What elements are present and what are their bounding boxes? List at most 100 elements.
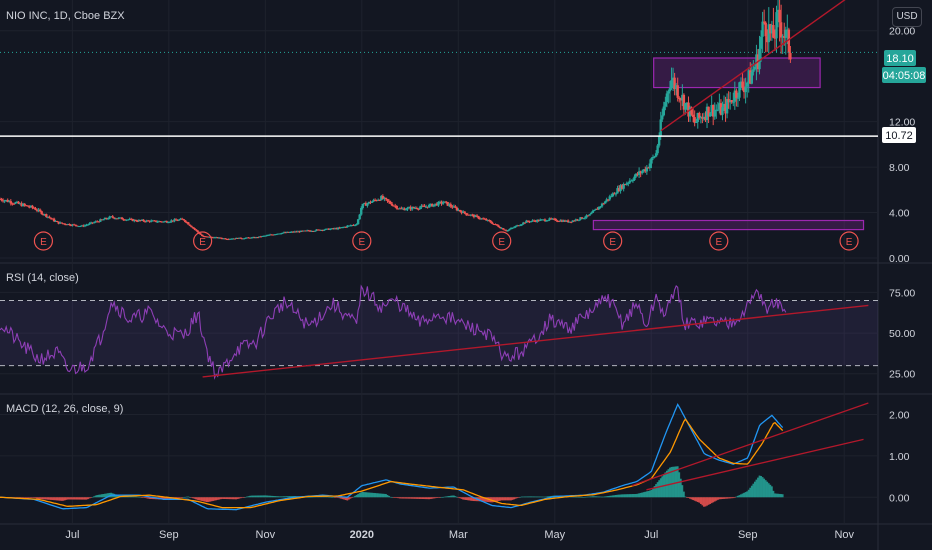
macd-histogram-bar bbox=[506, 497, 509, 501]
candle-body bbox=[125, 219, 128, 221]
candle-body bbox=[698, 112, 701, 118]
macd-histogram-bar bbox=[29, 497, 32, 498]
currency-button[interactable]: USD bbox=[892, 7, 922, 27]
macd-histogram-bar bbox=[752, 483, 755, 498]
candle-body bbox=[338, 227, 341, 229]
macd-trendline-segment bbox=[631, 402, 869, 487]
macd-histogram-bar bbox=[619, 494, 622, 498]
candle-body bbox=[139, 220, 142, 222]
macd-histogram-bar bbox=[704, 497, 707, 507]
candle-body bbox=[207, 236, 210, 238]
candle-body bbox=[492, 223, 496, 225]
candle-body bbox=[123, 219, 127, 221]
macd-histogram-bar bbox=[585, 496, 588, 498]
candle-body bbox=[474, 215, 477, 218]
macd-histogram-bar bbox=[459, 497, 461, 499]
x-tick-label: Nov bbox=[256, 529, 276, 541]
macd-histogram-bar bbox=[145, 497, 148, 499]
macd-histogram-bar bbox=[246, 496, 248, 498]
candle-body bbox=[730, 100, 733, 103]
macd-histogram-bar bbox=[713, 497, 716, 502]
candle-body bbox=[738, 82, 741, 98]
candle-body bbox=[691, 114, 695, 118]
candle-body bbox=[60, 222, 63, 224]
macd-histogram-bar bbox=[435, 497, 438, 498]
candle-body bbox=[776, 9, 780, 13]
macd-histogram-bar bbox=[366, 492, 369, 498]
macd-histogram-bar bbox=[770, 486, 773, 498]
candle-body bbox=[437, 201, 440, 206]
macd-histogram-bar bbox=[605, 496, 608, 498]
candle-body bbox=[750, 71, 753, 84]
candle-body bbox=[701, 117, 704, 119]
y-tick-label: 2.00 bbox=[889, 410, 910, 422]
candle-body bbox=[702, 116, 706, 119]
candle-body bbox=[276, 233, 280, 235]
candle-body bbox=[310, 231, 314, 233]
macd-histogram-bar bbox=[741, 493, 744, 498]
macd-histogram-bar bbox=[733, 497, 736, 498]
candle-body bbox=[216, 237, 219, 239]
candle-body bbox=[341, 227, 344, 229]
macd-histogram-bar bbox=[774, 493, 776, 498]
candle-body bbox=[594, 208, 598, 211]
macd-histogram-bar bbox=[440, 497, 443, 498]
candle-body bbox=[502, 228, 505, 230]
candle-body bbox=[528, 221, 531, 223]
macd-histogram-bar bbox=[80, 497, 83, 500]
macd-histogram-bar bbox=[371, 492, 373, 498]
candle-body bbox=[506, 230, 510, 232]
macd-histogram-bar bbox=[649, 490, 651, 498]
candle-body bbox=[679, 99, 682, 101]
candle-body bbox=[415, 207, 419, 209]
candle-body bbox=[137, 220, 141, 222]
macd-histogram-bar bbox=[380, 493, 383, 498]
candle-body bbox=[20, 203, 23, 207]
macd-histogram-bar bbox=[613, 495, 616, 498]
macd-histogram-bar bbox=[358, 493, 361, 498]
macd-histogram-bar bbox=[675, 466, 678, 498]
macd-histogram-bar bbox=[176, 497, 179, 498]
macd-histogram-bar bbox=[263, 495, 265, 498]
candle-body bbox=[190, 225, 193, 228]
macd-histogram-bar bbox=[423, 497, 426, 500]
macd-histogram-bar bbox=[516, 497, 519, 499]
macd-title: MACD (12, 26, close, 9) bbox=[6, 403, 123, 415]
macd-pane[interactable]: 2.00 1.00 0.00 bbox=[0, 402, 910, 511]
macd-histogram-bar bbox=[493, 497, 495, 503]
macd-histogram-bar bbox=[133, 496, 136, 498]
candle-body bbox=[426, 206, 429, 208]
candle-body bbox=[392, 205, 395, 207]
candle-body bbox=[543, 219, 547, 221]
macd-histogram-bar bbox=[422, 497, 424, 500]
macd-histogram-bar bbox=[686, 497, 688, 498]
macd-histogram-bar bbox=[456, 496, 458, 498]
macd-histogram-bar bbox=[351, 497, 353, 498]
candle-body bbox=[491, 222, 494, 224]
candle-body bbox=[566, 220, 570, 223]
macd-histogram-bar bbox=[647, 490, 650, 498]
candle-body bbox=[162, 221, 165, 223]
candle-body bbox=[312, 231, 315, 233]
candle-body bbox=[8, 201, 11, 203]
macd-histogram-bar bbox=[222, 497, 225, 499]
candle-body bbox=[662, 106, 666, 116]
macd-histogram-bar bbox=[658, 480, 661, 498]
macd-histogram-bar bbox=[429, 497, 432, 499]
candle-body bbox=[432, 204, 435, 207]
candle-body bbox=[128, 218, 131, 220]
macd-histogram-bar bbox=[400, 497, 403, 499]
rsi-pane[interactable]: 75.00 50.00 25.00 bbox=[0, 284, 915, 381]
candle-body bbox=[268, 234, 272, 236]
candle-body bbox=[630, 180, 633, 182]
price-pane[interactable]: E E E E E E E 20.00 12.00 8.00 4.00 0.00 bbox=[0, 0, 915, 265]
x-tick-label: 2020 bbox=[350, 529, 374, 541]
candle-body bbox=[14, 202, 17, 204]
candle-body bbox=[49, 217, 53, 219]
macd-histogram-bar bbox=[107, 493, 109, 498]
candle-body bbox=[494, 224, 497, 226]
macd-histogram-bar bbox=[138, 496, 140, 498]
candle-body bbox=[596, 208, 599, 210]
candle-body bbox=[258, 236, 261, 238]
